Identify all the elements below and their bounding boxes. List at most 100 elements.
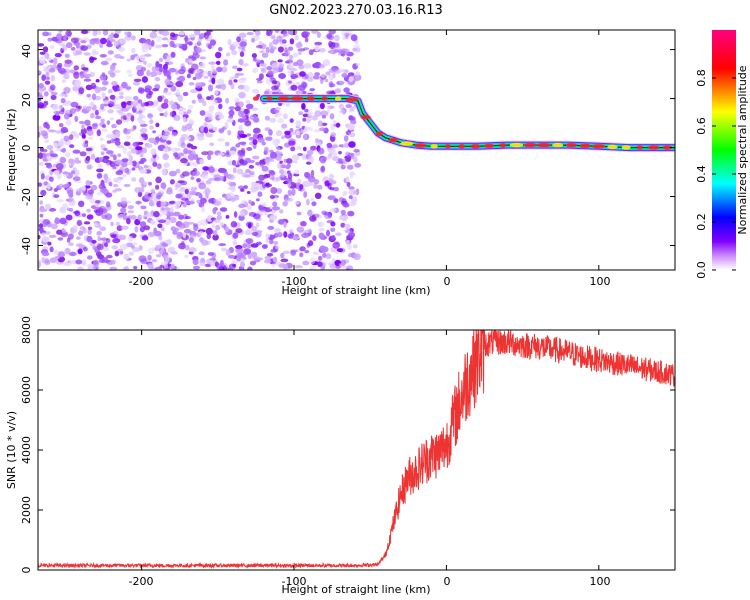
spectrogram-noise-speck: [271, 62, 280, 70]
spectrogram-noise-speck: [72, 225, 78, 230]
spectrogram-noise-speck: [125, 135, 131, 140]
spectrogram-noise-speck: [48, 234, 57, 238]
spectrogram-noise-speck: [340, 164, 346, 170]
spectrogram-noise-speck: [341, 73, 348, 78]
spectrogram-noise-speck: [297, 178, 302, 184]
spectrogram-noise-speck: [265, 136, 273, 141]
spectrogram-noise-speck: [82, 105, 87, 110]
spectrogram-noise-speck: [63, 34, 67, 41]
spectrogram-noise-speck: [156, 163, 162, 170]
spectrogram-noise-speck: [268, 169, 275, 173]
spectrogram-noise-speck: [212, 207, 217, 215]
spectrogram-noise-speck: [77, 105, 82, 110]
spectrogram-noise-speck: [232, 240, 238, 246]
spectrogram-noise-speck: [161, 102, 169, 109]
spectrogram-noise-speck: [329, 113, 335, 120]
spectrogram-noise-speck: [257, 137, 265, 143]
spectrogram-noise-speck: [318, 227, 325, 232]
spectrogram-noise-speck: [307, 71, 313, 79]
spectrogram-noise-speck: [239, 51, 245, 57]
spectrogram-noise-speck: [122, 174, 127, 178]
spectrogram-noise-speck: [123, 183, 131, 188]
spectrogram-noise-speck: [188, 34, 197, 38]
spectrogram-noise-speck: [272, 66, 279, 74]
spectrogram-noise-speck: [278, 219, 285, 225]
spectrogram-noise-speck: [252, 139, 258, 145]
spectrogram-noise-speck: [312, 75, 320, 80]
spectrogram-noise-speck: [208, 61, 217, 65]
spectrogram-noise-speck: [41, 74, 47, 81]
snr-ytick-4000: 4000: [20, 436, 33, 464]
spectrogram-noise-speck: [198, 230, 204, 237]
spectrogram-noise-speck: [314, 41, 323, 46]
spectrogram-noise-speck: [92, 123, 98, 130]
spectrogram-noise-speck: [139, 169, 148, 174]
spectrogram-noise-speck: [217, 138, 225, 142]
spectrogram-noise-speck: [319, 233, 325, 238]
spectrogram-noise-speck: [176, 234, 183, 240]
spectrogram-noise-speck: [158, 66, 164, 73]
spectrogram-noise-speck: [269, 48, 275, 54]
spectrogram-noise-speck: [95, 200, 101, 204]
spectrogram-noise-speck: [200, 257, 206, 265]
spectrogram-noise-speck: [302, 146, 307, 152]
spectrogram-noise-speck: [307, 209, 313, 217]
spectrogram-noise-speck: [102, 30, 109, 36]
spectrogram-noise-speck: [58, 110, 65, 115]
spectrogram-noise-speck: [225, 226, 229, 233]
spectrogram-noise-speck: [304, 108, 309, 113]
spectrogram-noise-speck: [247, 266, 253, 270]
spectrogram-noise-speck: [184, 216, 191, 220]
spectrogram-noise-speck: [101, 257, 109, 263]
spectrogram-noise-speck: [297, 48, 306, 52]
spectrogram-noise-speck: [299, 246, 306, 252]
spectrogram-noise-speck: [245, 100, 251, 104]
spectrogram-noise-speck: [111, 124, 117, 129]
spectrogram-noise-speck: [49, 246, 54, 253]
spectrogram-noise-speck: [117, 153, 122, 158]
spectrogram-noise-speck: [108, 181, 113, 187]
colorbar-tick-0-6: 0.6: [695, 117, 708, 135]
spectrogram-noise-speck: [287, 172, 293, 180]
spectrogram-noise-speck: [115, 221, 121, 227]
spectrogram-noise-speck: [145, 143, 153, 149]
spectrogram-noise-speck: [133, 78, 142, 83]
spectrogram-noise-speck: [135, 200, 142, 205]
spectrogram-noise-speck: [232, 65, 238, 70]
spectrogram-noise-speck: [153, 230, 162, 237]
spectrogram-noise-speck: [75, 41, 80, 49]
spectrogram-noise-speck: [227, 129, 232, 136]
spectrogram-noise-speck: [38, 234, 41, 240]
spectrogram-noise-speck: [192, 170, 201, 177]
colorbar-gradient: [712, 30, 736, 270]
spectrogram-noise-speck: [91, 153, 95, 160]
spectrogram-noise-speck: [290, 249, 298, 253]
spectrogram-noise-speck: [161, 37, 169, 41]
spectrogram-noise-speck: [279, 172, 286, 178]
spectrogram-noise-speck: [100, 60, 109, 66]
spectrogram-noise-speck: [159, 113, 164, 116]
spectrogram-noise-speck: [81, 185, 86, 191]
colorbar-tick-0-8: 0.8: [695, 69, 708, 87]
spectrogram-noise-speck: [312, 251, 319, 255]
spectrogram-noise-speck: [220, 175, 225, 182]
spectrogram-noise-speck: [340, 209, 346, 215]
spectrogram-ticks: [38, 30, 675, 270]
spectrogram-noise-speck: [167, 239, 172, 244]
spectrogram-noise-speck: [251, 53, 257, 59]
spectrogram-noise-speck: [248, 165, 255, 169]
spectrogram-noise-speck: [322, 59, 331, 67]
spectrogram-noise-speck: [295, 130, 301, 136]
snr-ylabel: SNR (10 * v/v): [5, 411, 18, 489]
spectrogram-noise-speck: [199, 159, 205, 165]
spectrogram-noise-speck: [200, 125, 204, 132]
spectrogram-noise-speck: [62, 203, 69, 209]
spectrogram-hot-spot: [290, 96, 304, 101]
spectrogram-noise-speck: [296, 59, 304, 66]
spectrogram-noise-speck: [296, 211, 302, 216]
spectrogram-noise-speck: [109, 94, 116, 100]
spectrogram-noise-speck: [198, 251, 205, 256]
spectrogram-noise-speck: [106, 150, 114, 155]
spectrogram-noise-speck: [225, 249, 231, 256]
spectrogram-noise-speck: [132, 160, 137, 167]
